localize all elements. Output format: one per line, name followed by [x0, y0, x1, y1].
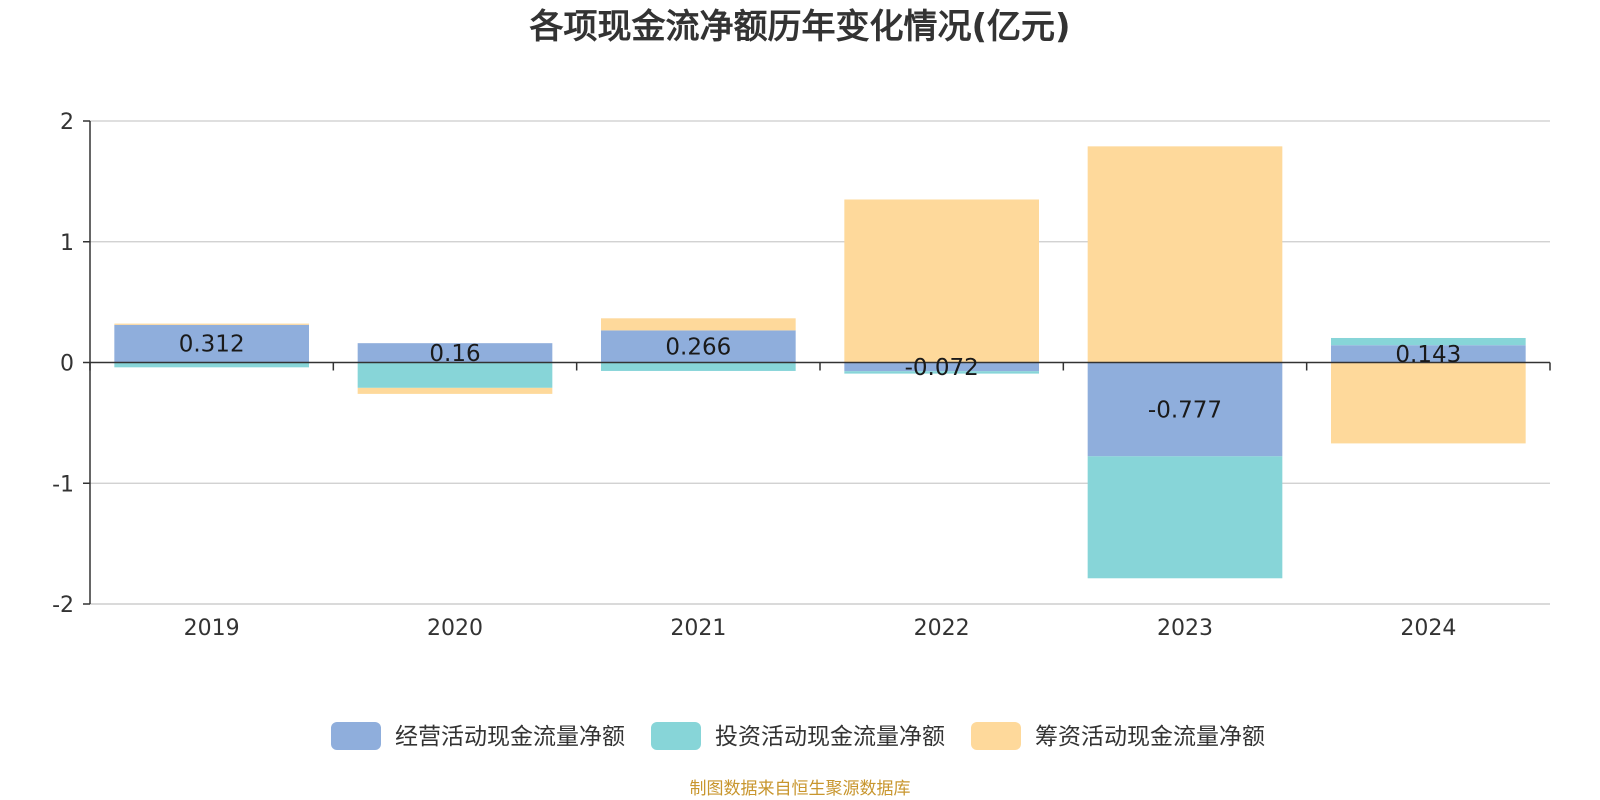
data-label: 0.312: [179, 332, 245, 358]
y-tick-label: 1: [60, 231, 74, 256]
bar-1-2023: [1087, 362, 1283, 457]
legend-label: 投资活动现金流量净额: [715, 724, 945, 750]
x-tick-label: 2021: [670, 616, 726, 641]
y-tick-label: -1: [52, 472, 74, 497]
x-tick-label: 2019: [184, 616, 240, 641]
data-label: 0.143: [1395, 342, 1461, 368]
chart-title: 各项现金流净额历年变化情况(亿元): [529, 7, 1070, 47]
bar-3-2023: [1087, 146, 1283, 363]
legend-swatch: [651, 722, 701, 750]
x-tick-label: 2022: [914, 616, 970, 641]
legend: 经营活动现金流量净额 投资活动现金流量净额 筹资活动现金流量净额: [331, 722, 1265, 750]
bar-2-2020: [357, 362, 553, 388]
y-tick-label: -2: [52, 593, 74, 618]
bar-1-2021: [601, 330, 796, 363]
bar-3-2020: [357, 387, 553, 394]
bar-2-2019: [114, 362, 309, 368]
y-tick-label: 2: [60, 110, 74, 135]
bar-2-2023: [1087, 456, 1283, 579]
x-tick-label: 2020: [427, 616, 483, 641]
bar-2-2024: [1331, 337, 1526, 346]
grid-lines: [90, 120, 1550, 605]
x-tick-label: 2023: [1157, 616, 1213, 641]
data-labels: 0.312 0.16 0.266 -0.072 -0.777 0.143: [179, 332, 1462, 424]
axes: 2 1 0 -1 -2 2019 2020 2021 2022 2023 2024: [52, 110, 1551, 641]
bar-1-2022: [844, 362, 1039, 372]
data-label: -0.072: [905, 355, 979, 381]
data-label: 0.16: [429, 341, 480, 367]
bar-2-2022: [844, 371, 1039, 374]
bar-3-2022: [844, 199, 1039, 363]
bar-1-2020: [357, 343, 553, 363]
legend-label: 筹资活动现金流量净额: [1035, 724, 1265, 750]
bar-1-2019: [114, 324, 309, 363]
legend-swatch: [971, 722, 1021, 750]
bar-1-2024: [1331, 345, 1526, 363]
legend-swatch: [331, 722, 381, 750]
data-label: -0.777: [1148, 397, 1222, 423]
bar-2-2021: [601, 362, 796, 371]
bars: [114, 146, 1526, 579]
data-label: 0.266: [665, 334, 731, 360]
y-tick-label: 0: [60, 352, 74, 377]
bar-3-2024: [1331, 362, 1526, 444]
legend-label: 经营活动现金流量净额: [395, 724, 625, 750]
bar-3-2021: [601, 318, 796, 331]
bar-3-2019: [114, 323, 309, 325]
x-tick-label: 2024: [1400, 616, 1456, 641]
source-note: 制图数据来自恒生聚源数据库: [690, 779, 911, 799]
